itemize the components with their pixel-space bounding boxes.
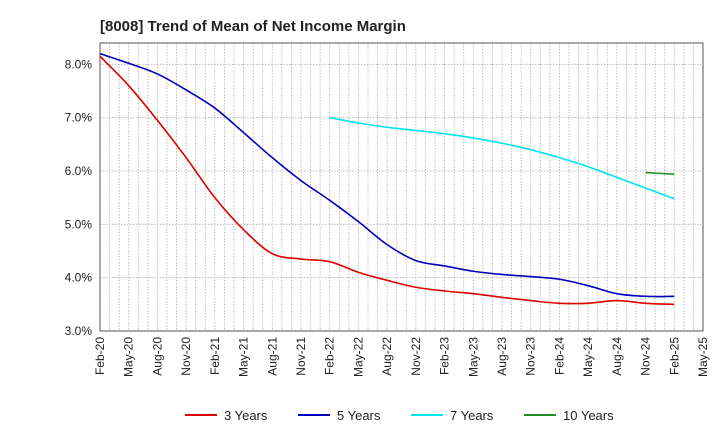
x-tick-label: Feb-20 <box>93 337 107 375</box>
x-tick-label: May-22 <box>351 337 365 377</box>
y-tick-label: 4.0% <box>65 271 93 285</box>
y-tick-label: 3.0% <box>65 324 93 338</box>
series-line-7-years <box>329 116 675 200</box>
x-tick-label: May-21 <box>237 337 251 377</box>
x-tick-label: Nov-24 <box>639 337 653 376</box>
x-tick-label: May-20 <box>122 337 136 377</box>
series-line-5-years <box>99 52 675 298</box>
x-tick-label: Feb-24 <box>552 337 566 375</box>
series-line-3-years <box>99 55 675 306</box>
x-tick-label: Nov-22 <box>409 337 423 376</box>
x-tick-label: Nov-21 <box>294 337 308 376</box>
x-tick-label: Aug-21 <box>265 337 279 376</box>
series-line-10-years <box>645 171 675 175</box>
legend-label: 3 Years <box>224 408 268 423</box>
legend: 3 Years 5 Years 7 Years 10 Years <box>185 408 614 423</box>
legend-label: 5 Years <box>337 408 381 423</box>
gridlines <box>99 43 704 332</box>
x-tick-label: Feb-25 <box>667 337 681 375</box>
x-tick-label: Nov-23 <box>524 337 538 376</box>
x-axis: Feb-20 May-20 Aug-20 Nov-20 Feb-21 May-21 Aug-… <box>93 337 710 377</box>
x-tick-label: Aug-23 <box>495 337 509 376</box>
x-tick-label: Feb-23 <box>438 337 452 375</box>
plot-area <box>99 42 704 332</box>
x-tick-label: Feb-21 <box>208 337 222 375</box>
y-tick-label: 7.0% <box>65 111 93 125</box>
x-tick-label: Aug-24 <box>610 337 624 376</box>
x-tick-label: May-25 <box>696 337 710 377</box>
x-tick-label: May-23 <box>466 337 480 377</box>
chart-title: [8008] Trend of Mean of Net Income Margi… <box>100 18 406 35</box>
x-tick-label: Feb-22 <box>323 337 337 375</box>
x-tick-label: Aug-22 <box>380 337 394 376</box>
y-tick-label: 8.0% <box>65 57 93 71</box>
x-tick-label: May-24 <box>581 337 595 377</box>
x-tick-label: Aug-20 <box>150 337 164 376</box>
y-tick-label: 6.0% <box>65 164 93 178</box>
legend-label: 7 Years <box>450 408 494 423</box>
y-tick-label: 5.0% <box>65 217 93 231</box>
series-lines <box>99 52 675 306</box>
y-axis: 3.0% 4.0% 5.0% 6.0% 7.0% 8.0% <box>65 57 93 338</box>
x-tick-label: Nov-20 <box>179 337 193 376</box>
legend-label: 10 Years <box>563 408 614 423</box>
